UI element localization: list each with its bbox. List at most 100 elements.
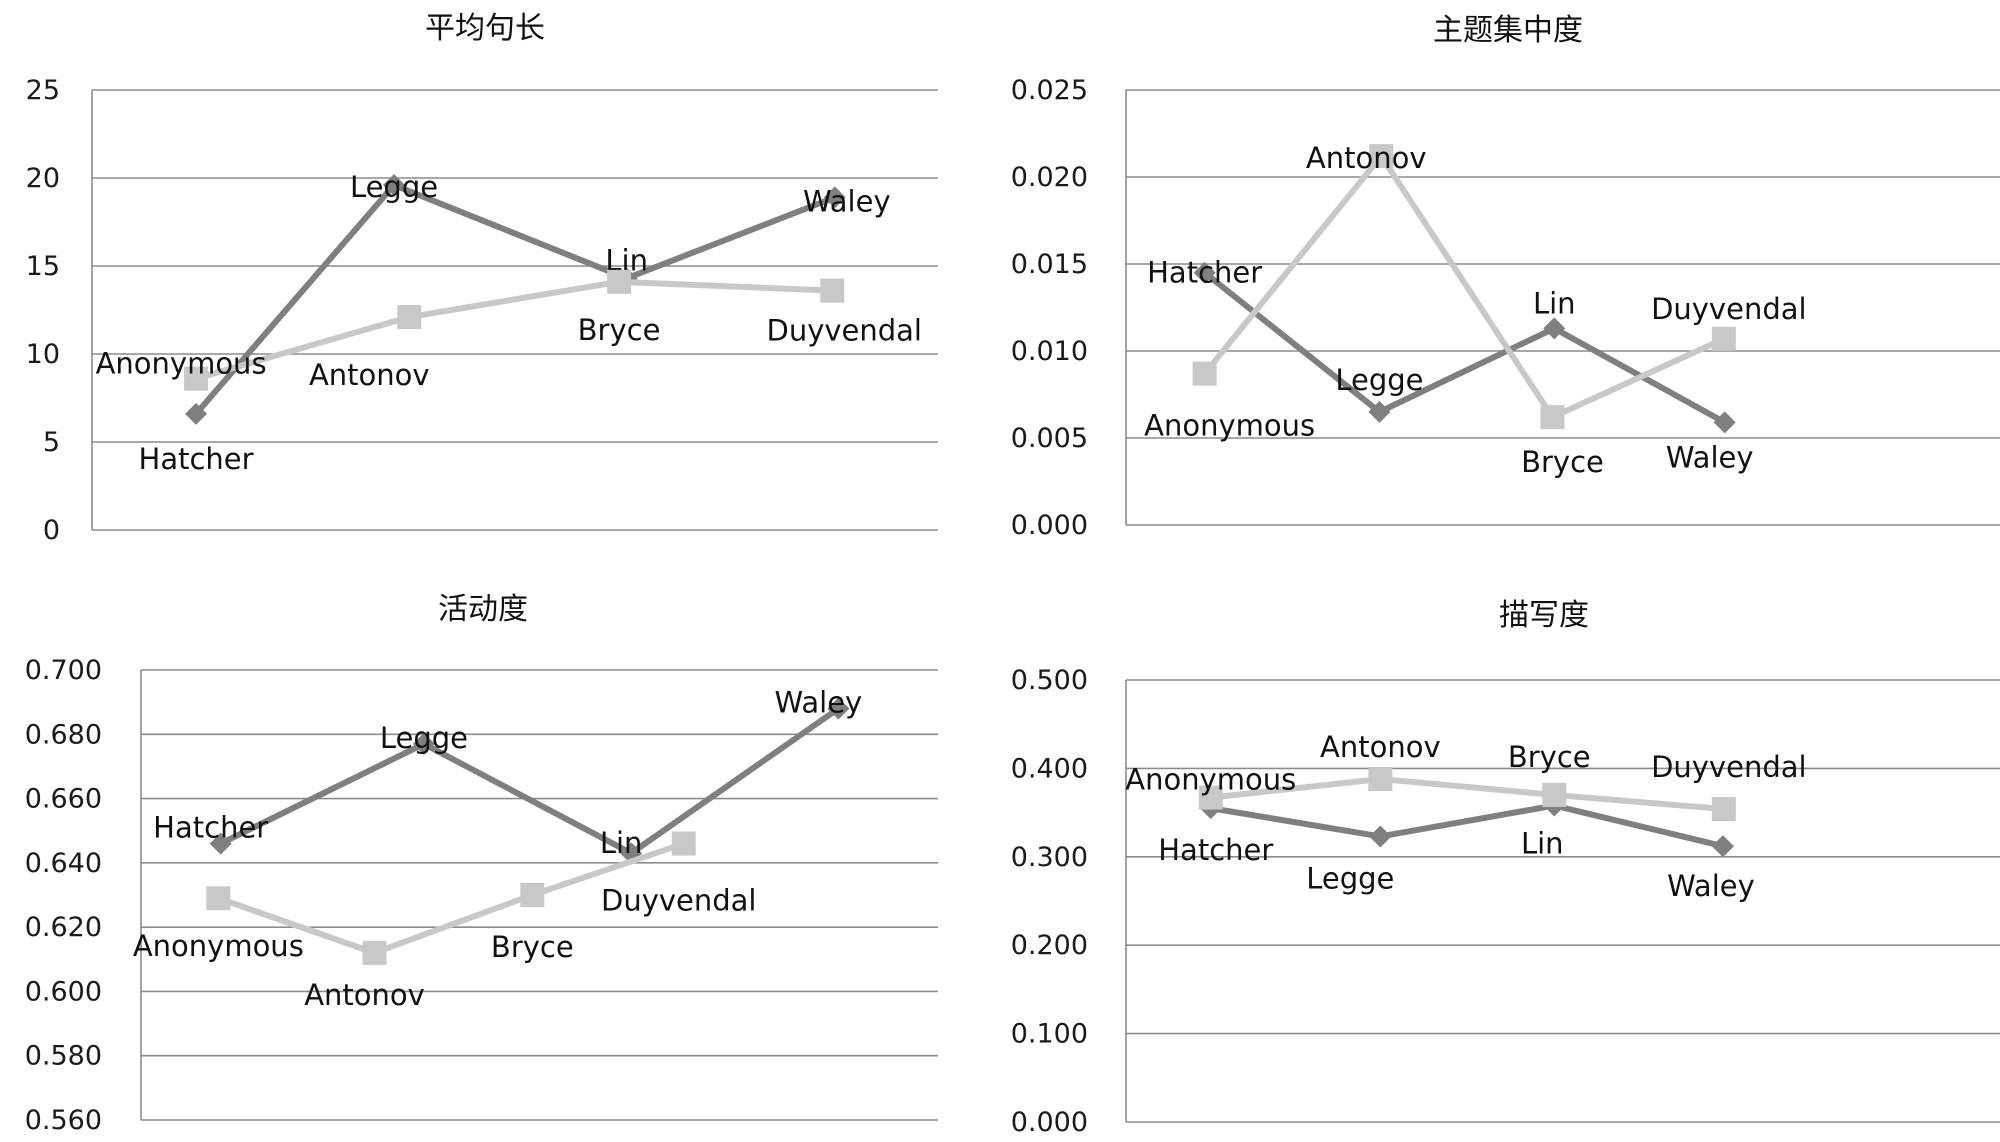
data-label: Bryce: [1521, 445, 1604, 479]
data-label: Lin: [600, 826, 643, 860]
y-tick-label: 0.200: [1011, 930, 1088, 961]
y-tick-label: 0.500: [1011, 665, 1088, 696]
chart-title: 活动度: [438, 592, 528, 627]
data-label: Hatcher: [1147, 256, 1262, 290]
data-label: Legge: [350, 170, 438, 204]
y-tick-label: 0.010: [1011, 336, 1088, 367]
chart-panel-1: 平均句长0510152025HatcherLeggeLinWaleyAnonym…: [26, 11, 938, 546]
data-point-square: [362, 940, 387, 965]
chart-panel-2: 主题集中度 0.000 0.005 0.010 0.015 0.020 0.025 Hatch…: [1011, 13, 2000, 541]
y-tick-label: 0.000: [1011, 1107, 1088, 1138]
y-tick-label: 0.580: [25, 1041, 102, 1072]
chart-title: 平均句长: [425, 11, 545, 46]
series-line-dark: [1202, 270, 1727, 425]
series-line-light: [195, 278, 833, 382]
data-label: Bryce: [1508, 740, 1591, 774]
data-point-square: [1711, 797, 1736, 822]
data-point-square: [607, 269, 632, 294]
data-point-diamond: [185, 402, 208, 425]
data-label: Duyvendal: [1651, 292, 1807, 326]
data-label: Anonymous: [1144, 409, 1315, 443]
series-line-light: [217, 840, 685, 956]
data-point-diamond: [823, 186, 846, 209]
y-tick-label: 0.005: [1011, 423, 1088, 454]
y-tick-label: 15: [26, 251, 60, 282]
y-tick-label: 0.100: [1011, 1019, 1088, 1050]
data-point-diamond: [1369, 825, 1392, 848]
data-label: Waley: [803, 184, 891, 218]
data-point-diamond: [412, 732, 435, 755]
data-label: Anonymous: [133, 929, 304, 963]
chart-panel-4: 描写度 0.000 0.100 0.200 0.300 0.400 0.500 Hatcher…: [1011, 598, 2000, 1138]
data-point-square: [184, 366, 209, 391]
data-point-diamond: [209, 832, 232, 855]
data-label: Antonov: [1320, 730, 1441, 764]
data-label: Legge: [1335, 363, 1423, 397]
data-point-square: [820, 278, 845, 303]
y-tick-label: 0.560: [25, 1105, 102, 1136]
data-label: Lin: [1533, 286, 1576, 320]
data-point-square: [1368, 767, 1393, 792]
y-tick-label: 0.400: [1011, 753, 1088, 784]
series-line-dark: [1210, 802, 1724, 850]
data-label: Bryce: [578, 313, 661, 347]
data-label: Hatcher: [153, 811, 268, 845]
data-point-diamond: [1368, 400, 1391, 423]
data-point-diamond: [383, 174, 406, 197]
data-label: Lin: [1521, 827, 1564, 861]
data-label: Waley: [1667, 869, 1755, 903]
series-line-dark: [219, 706, 841, 857]
series-line-dark: [193, 182, 836, 416]
y-tick-label: 0.620: [25, 912, 102, 943]
data-label: Anonymous: [1125, 763, 1296, 797]
y-tick-label: 20: [26, 163, 60, 194]
data-label: Anonymous: [96, 347, 267, 381]
y-tick-label: 10: [26, 339, 60, 370]
y-tick-label: 0.020: [1011, 162, 1088, 193]
data-label: Antonov: [309, 358, 430, 392]
series-line-light: [1202, 153, 1726, 421]
data-label: Legge: [380, 721, 468, 755]
y-tick-label: 0.640: [25, 848, 102, 879]
data-label: Duyvendal: [767, 314, 923, 348]
data-label: Antonov: [1306, 141, 1427, 175]
data-point-square: [1540, 405, 1565, 430]
y-tick-label: 0.700: [25, 655, 102, 686]
data-point-square: [1192, 361, 1217, 386]
data-point-square: [1711, 326, 1736, 351]
y-tick-label: 0.600: [25, 976, 102, 1007]
chart-title: 主题集中度: [1433, 13, 1583, 48]
data-point-square: [1198, 785, 1223, 810]
y-tick-label: 0: [43, 515, 60, 546]
y-tick-label: 0.015: [1011, 249, 1088, 280]
chart-panel-3: 活动度 0.560 0.580 0.600 0.620 0.640 0.660 0.680 0.…: [25, 592, 938, 1136]
data-label: Waley: [1666, 440, 1754, 474]
chart-title: 描写度: [1499, 598, 1589, 633]
data-point-square: [520, 883, 545, 907]
data-point-diamond: [1193, 261, 1216, 284]
y-tick-label: 25: [26, 75, 60, 106]
data-point-square: [397, 305, 422, 330]
data-point-diamond: [827, 697, 850, 720]
data-label: Antonov: [304, 978, 425, 1012]
y-tick-label: 0.300: [1011, 842, 1088, 873]
y-tick-label: 0.025: [1011, 75, 1088, 106]
y-tick-label: 0.000: [1011, 510, 1088, 541]
data-point-diamond: [1713, 411, 1736, 434]
y-tick-label: 5: [43, 427, 60, 458]
data-label: Duyvendal: [601, 884, 757, 918]
data-point-diamond: [1543, 317, 1566, 340]
data-point-square: [1369, 144, 1394, 169]
data-label: Hatcher: [1158, 833, 1273, 867]
y-tick-label: 0.660: [25, 784, 102, 815]
data-point-square: [1542, 782, 1567, 807]
data-label: Bryce: [491, 930, 574, 964]
data-label: Hatcher: [139, 442, 254, 476]
data-label: Waley: [775, 686, 863, 720]
data-point-square: [671, 831, 696, 856]
series-line-light: [1210, 776, 1725, 813]
data-label: Legge: [1306, 861, 1394, 895]
y-tick-label: 0.680: [25, 719, 102, 750]
data-point-square: [206, 886, 231, 911]
